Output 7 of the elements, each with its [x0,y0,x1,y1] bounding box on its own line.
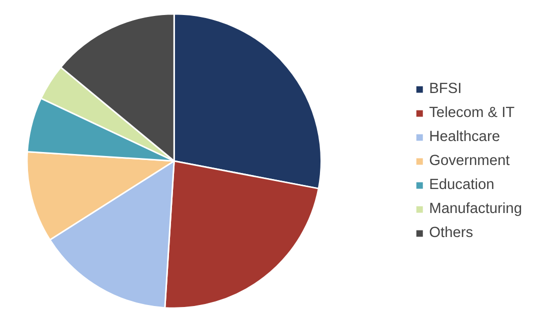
legend-label: Healthcare [429,128,500,144]
legend-label: Others [429,224,474,240]
legend-label: Government [429,152,510,168]
legend-label: BFSI [429,80,462,96]
legend-label: Telecom & IT [429,104,515,120]
legend-label: Education [429,176,494,192]
legend-label: Manufacturing [429,200,522,216]
